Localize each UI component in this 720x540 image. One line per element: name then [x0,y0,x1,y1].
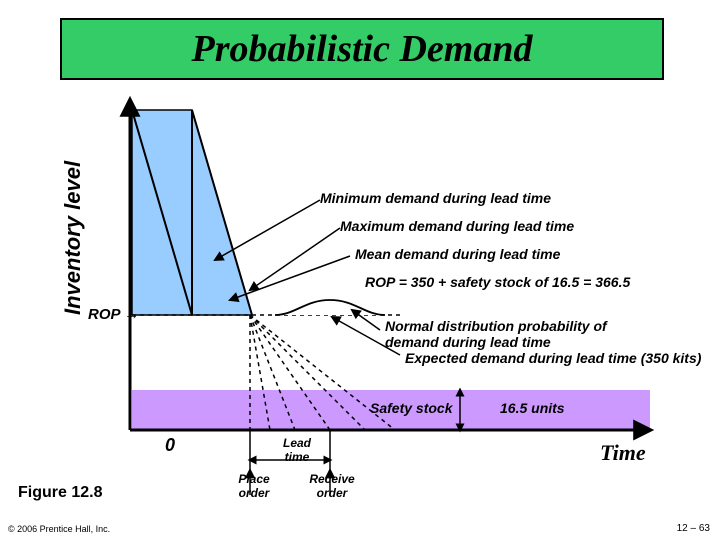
expected-demand-label: Expected demand during lead time (350 ki… [405,350,701,366]
origin-zero: 0 [165,435,175,456]
page-number: 12 – 63 [677,523,710,534]
x-axis-label: Time [600,440,646,466]
max-demand-label: Maximum demand during lead time [340,218,574,234]
copyright: © 2006 Prentice Hall, Inc. [8,524,110,534]
place-order-label: Place order [232,472,276,500]
rop-eq-label: ROP = 350 + safety stock of 16.5 = 366.5 [365,274,630,290]
receive-order-label: Receive order [304,472,360,500]
slide: Probabilistic Demand [0,0,720,540]
safety-stock-label: Safety stock [370,400,452,416]
ss-units-label: 16.5 units [500,400,565,416]
min-demand-label: Minimum demand during lead time [320,190,551,206]
figure-caption: Figure 12.8 [18,484,102,502]
lead-time-label: Lead time [275,436,319,464]
max-arrow [250,228,340,290]
y-axis-label: Inventory level [60,161,86,315]
mean-demand-label: Mean demand during lead time [355,246,560,262]
rop-marker: ROP → [88,306,139,323]
normal-dist-label: Normal distribution probability of deman… [385,318,645,350]
min-arrow [215,200,320,260]
normal-bell [275,300,385,315]
